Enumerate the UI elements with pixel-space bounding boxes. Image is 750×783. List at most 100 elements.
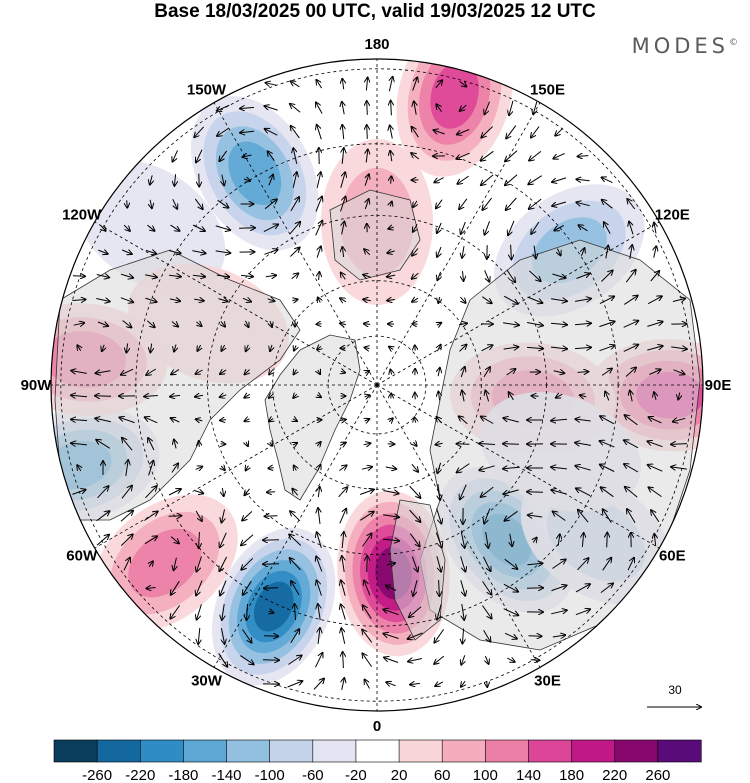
wind-arrow: [437, 222, 442, 233]
wind-arrow: [553, 152, 565, 158]
wind-arrow: [77, 465, 81, 472]
wind-arrow: [217, 127, 230, 136]
wind-arrow: [294, 466, 297, 471]
wind-arrow: [77, 345, 80, 350]
wind-arrow: [575, 443, 591, 446]
wind-arrow: [479, 444, 496, 445]
wind-arrow: [551, 490, 567, 495]
wind-arrow: [503, 418, 519, 423]
wind-arrow: [96, 299, 109, 302]
wind-arrow: [602, 177, 613, 184]
wind-arrow: [96, 371, 111, 373]
wind-arrow: [438, 296, 439, 303]
wind-arrow: [72, 276, 85, 277]
colorbar-tick-label: -140: [211, 767, 241, 783]
wind-arrow: [367, 125, 368, 139]
wind-arrow: [365, 680, 370, 689]
colorbar-tick-label: 20: [391, 767, 408, 783]
wind-arrow: [483, 630, 491, 641]
wind-arrow: [412, 248, 419, 255]
wind-arrow: [266, 83, 277, 86]
wind-arrow: [221, 466, 225, 470]
wind-arrow: [434, 177, 444, 183]
wind-arrow: [318, 508, 320, 524]
wind-arrow: [460, 296, 465, 303]
wind-arrow: [339, 509, 346, 524]
wind-arrow: [550, 323, 567, 325]
wind-arrow: [553, 512, 566, 521]
wind-arrow: [245, 370, 250, 375]
wind-arrow: [503, 295, 518, 304]
wind-arrow: [575, 466, 591, 471]
wind-arrow: [196, 580, 203, 596]
wind-arrow: [363, 443, 371, 445]
land-greenland: [264, 334, 361, 501]
wind-arrow: [462, 628, 463, 644]
wind-arrow: [575, 584, 590, 593]
wind-arrow: [342, 678, 345, 691]
wind-arrow: [102, 344, 104, 351]
wind-arrow: [577, 372, 589, 373]
wind-arrow: [438, 484, 440, 500]
wind-arrow: [383, 634, 399, 639]
wind-arrow: [73, 323, 84, 325]
wind-arrow: [195, 467, 203, 470]
wind-arrow: [479, 465, 495, 470]
wind-arrow: [487, 681, 488, 687]
wind-arrow: [485, 101, 490, 115]
wind-arrow: [215, 251, 231, 253]
wind-arrow: [582, 533, 583, 548]
colorbar-tick-label: 60: [434, 767, 451, 783]
wind-arrow: [269, 394, 273, 398]
wind-arrow: [599, 345, 615, 352]
wind-arrow: [365, 395, 370, 397]
wind-arrow: [436, 556, 441, 571]
wind-arrow: [413, 580, 418, 596]
wind-arrow: [341, 604, 346, 620]
wind-arrow: [503, 608, 519, 616]
colorbar-tick-label: 260: [645, 767, 670, 783]
colorbar-swatch: [312, 739, 357, 763]
wind-arrow: [72, 490, 85, 495]
wind-arrow: [292, 299, 297, 300]
longitude-label: 60W: [66, 548, 98, 565]
wind-arrow: [552, 201, 567, 206]
wind-arrow: [461, 367, 465, 378]
wind-arrow: [458, 323, 467, 324]
wind-arrow: [605, 392, 609, 401]
wind-arrow: [72, 300, 85, 301]
wind-arrow: [530, 660, 540, 661]
wind-arrow: [194, 198, 202, 209]
wind-arrow: [197, 344, 200, 351]
wind-arrow: [318, 604, 320, 620]
wind-arrow: [461, 221, 466, 234]
wind-arrow: [647, 296, 662, 305]
wind-arrow: [243, 179, 250, 181]
wind-arrow: [650, 271, 659, 282]
wind-arrow: [390, 126, 393, 139]
wind-arrow: [363, 299, 371, 300]
wind-arrow: [268, 175, 273, 186]
wind-arrow: [170, 395, 181, 396]
wind-arrow: [148, 461, 154, 476]
wind-arrow: [146, 368, 157, 375]
wind-arrow: [242, 298, 251, 301]
wind-arrow: [97, 322, 108, 326]
wind-arrow: [384, 658, 399, 663]
wind-arrow: [315, 221, 323, 236]
wind-arrow: [246, 344, 249, 351]
anomaly-contour: [253, 581, 294, 632]
wind-arrow: [168, 516, 182, 517]
colorbar-swatch: [398, 739, 443, 763]
wind-arrow: [527, 492, 544, 493]
wind-arrow: [435, 80, 442, 89]
wind-arrow: [506, 125, 517, 139]
wind-arrow: [240, 655, 253, 665]
wind-arrow: [528, 636, 542, 637]
wind-arrow: [364, 581, 371, 596]
longitude-label: 60E: [659, 548, 686, 565]
wind-arrow: [484, 270, 490, 281]
wind-arrow: [551, 610, 567, 615]
wind-arrow: [457, 175, 469, 184]
wind-arrow: [169, 299, 180, 301]
